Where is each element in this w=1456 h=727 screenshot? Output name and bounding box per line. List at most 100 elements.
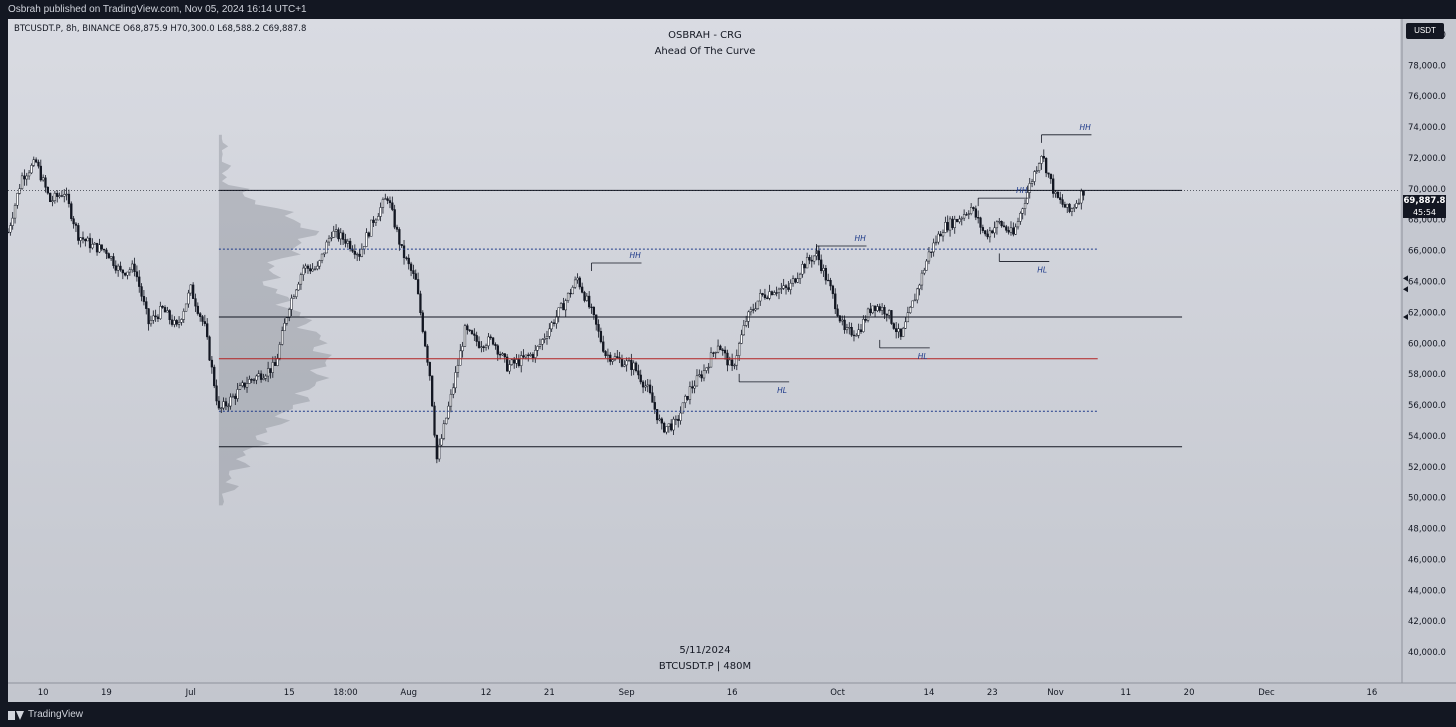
candle-body [257, 373, 260, 377]
candle-body [876, 306, 879, 311]
candle-body [477, 341, 481, 348]
candle-body [79, 237, 82, 241]
candle-body [716, 345, 720, 353]
candle-body [562, 303, 565, 311]
candle-body [145, 301, 148, 309]
candle-body [923, 269, 926, 274]
candle-body [887, 310, 891, 316]
candle-body [187, 292, 190, 305]
candle-body [20, 175, 24, 189]
candle-body [1047, 172, 1050, 175]
candle-body [419, 293, 422, 313]
candle-body [958, 218, 961, 223]
candle-body [264, 375, 267, 379]
candle-body [705, 367, 708, 371]
candle-body [114, 265, 117, 271]
candle-body [1075, 203, 1078, 208]
candle-body [738, 343, 741, 356]
candle-body [899, 328, 902, 337]
candle-body [489, 336, 492, 339]
y-tick-label: 42,000.0 [1408, 617, 1446, 627]
x-tick-label: 20 [1184, 688, 1195, 698]
candle-body [930, 251, 933, 253]
candle-body [534, 350, 537, 358]
candle-body [159, 306, 162, 320]
candle-body [23, 175, 26, 180]
candle-body [149, 320, 153, 325]
candle-body [356, 253, 359, 256]
candle-body [679, 412, 682, 421]
scale-marker-icon [1403, 275, 1408, 282]
candle-body [119, 265, 122, 271]
candle-body [248, 379, 251, 384]
candle-body [829, 280, 832, 287]
candle-body [590, 306, 593, 309]
candle-body [946, 222, 949, 231]
candle-body [1073, 207, 1076, 209]
tradingview-logo[interactable]: TradingView [8, 703, 83, 727]
candle-body [459, 350, 462, 366]
x-tick-label: 16 [727, 688, 738, 698]
candle-body [215, 385, 218, 402]
candle-body [801, 264, 804, 275]
candle-body [325, 241, 328, 254]
candle-body [522, 355, 525, 358]
x-tick-label: Aug [400, 688, 417, 698]
candle-body [299, 274, 303, 285]
candle-body [1000, 221, 1003, 227]
candle-body [513, 359, 516, 364]
candle-body [206, 323, 209, 338]
candle-body [416, 279, 420, 295]
candle-body [974, 208, 977, 218]
last-price-tag: 69,887.8 45:54 [1403, 195, 1446, 218]
candle-body [452, 387, 455, 395]
candle-body [508, 364, 511, 372]
candle-body [184, 303, 188, 312]
candle-body [623, 364, 626, 367]
candle-body [712, 352, 715, 354]
candle-body [163, 307, 167, 313]
candle-body [698, 374, 701, 377]
candle-body [641, 381, 645, 388]
candle-body [573, 279, 577, 288]
candle-body [353, 250, 356, 255]
candle-body [180, 319, 183, 323]
volume-profile [218, 134, 332, 506]
candle-body [1054, 191, 1057, 194]
candle-body [400, 244, 403, 247]
candle-body [552, 322, 556, 324]
publish-info: Osbrah published on TradingView.com, Nov… [8, 4, 307, 15]
candle-body [213, 366, 216, 387]
candle-body [927, 251, 931, 262]
candle-body [707, 366, 710, 369]
candle-body [194, 298, 197, 307]
candle-body [34, 159, 38, 163]
candle-body [953, 219, 956, 228]
candle-body [51, 200, 54, 203]
candle-body [379, 207, 382, 217]
candle-body [834, 293, 837, 310]
candle-body [348, 240, 352, 250]
candle-body [670, 423, 673, 431]
x-tick-label: 21 [544, 688, 555, 698]
candle-body [822, 267, 825, 272]
candle-body [831, 285, 835, 295]
candle-body [93, 242, 96, 245]
currency-badge[interactable]: USDT [1406, 23, 1444, 39]
candle-body [995, 221, 999, 229]
candle-body [1028, 183, 1031, 193]
candle-body [766, 297, 769, 299]
x-tick-label: Nov [1047, 688, 1064, 698]
candle-body [377, 216, 380, 221]
candle-body [808, 257, 811, 261]
candle-body [1012, 227, 1015, 235]
candle-body [84, 239, 87, 242]
candle-body [384, 198, 387, 200]
candle-body [911, 300, 914, 308]
candle-body [227, 405, 230, 408]
candle-body [1042, 156, 1045, 159]
candle-body [972, 207, 975, 209]
candle-body [559, 303, 563, 308]
candle-body [780, 288, 783, 290]
